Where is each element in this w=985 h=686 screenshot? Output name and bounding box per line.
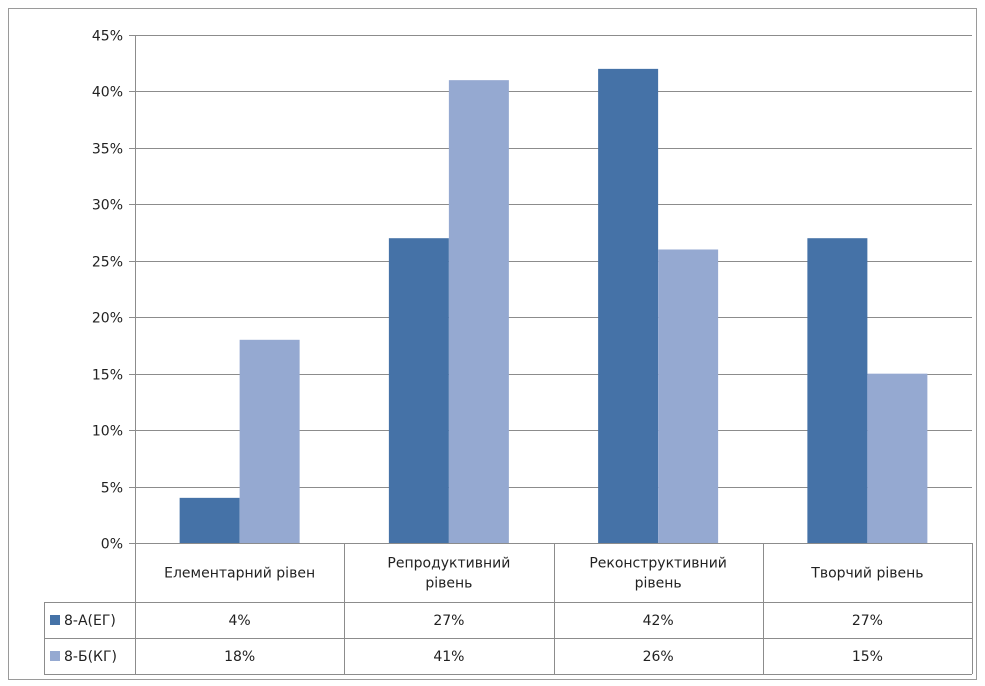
category-label: Репродуктивний bbox=[387, 556, 510, 572]
y-tick-label: 40% bbox=[92, 85, 123, 101]
bar bbox=[388, 238, 449, 543]
bar bbox=[807, 238, 868, 543]
data-value-label: 4% bbox=[229, 613, 251, 629]
series-name: 8-А(ЕГ) bbox=[64, 613, 116, 629]
data-value-label: 27% bbox=[433, 613, 464, 629]
y-tick-label: 15% bbox=[92, 368, 123, 384]
y-tick-label: 10% bbox=[92, 424, 123, 440]
y-tick-label: 45% bbox=[92, 29, 123, 45]
legend-key bbox=[50, 651, 60, 661]
y-tick-label: 5% bbox=[101, 481, 123, 497]
series-name: 8-Б(КГ) bbox=[64, 649, 117, 665]
data-value-label: 15% bbox=[852, 649, 883, 665]
y-tick-label: 30% bbox=[92, 198, 123, 214]
y-tick-label: 0% bbox=[101, 537, 123, 553]
bars bbox=[179, 68, 928, 544]
data-value-label: 26% bbox=[643, 649, 674, 665]
category-label: рівень bbox=[425, 576, 472, 592]
y-tick-label: 20% bbox=[92, 311, 123, 327]
data-value-label: 27% bbox=[852, 613, 883, 629]
y-tick-label: 25% bbox=[92, 255, 123, 271]
legend-key bbox=[50, 615, 60, 625]
y-axis-ticks: 0% 5% 10% 15% 20% 25% 30% 35% 40% 45% bbox=[92, 29, 123, 553]
category-label: Елементарний рівен bbox=[164, 566, 315, 582]
category-label: Реконструктивний bbox=[589, 556, 727, 572]
bar bbox=[658, 249, 719, 543]
y-tick-label: 35% bbox=[92, 142, 123, 158]
bar bbox=[867, 373, 928, 543]
bar bbox=[598, 68, 659, 543]
data-value-label: 42% bbox=[643, 613, 674, 629]
data-table: Елементарний рівен Репродуктивний рівень Ре… bbox=[44, 543, 973, 675]
category-label: рівень bbox=[635, 576, 682, 592]
category-label: Творчий рівень bbox=[810, 566, 923, 582]
bar bbox=[448, 80, 509, 544]
bar bbox=[179, 497, 240, 543]
bar bbox=[239, 339, 300, 543]
data-value-label: 41% bbox=[433, 649, 464, 665]
data-value-label: 18% bbox=[224, 649, 255, 665]
